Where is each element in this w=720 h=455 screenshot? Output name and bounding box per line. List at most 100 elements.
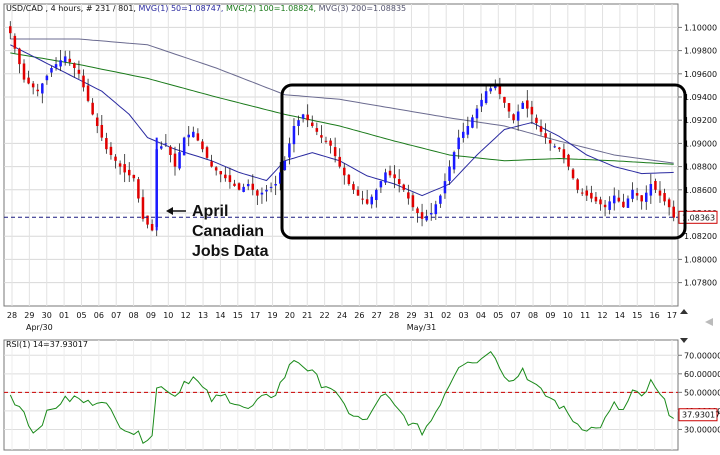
candle-body	[599, 199, 602, 205]
price-x-tick-label: 15	[233, 311, 243, 320]
candle	[594, 191, 598, 205]
candle	[141, 189, 145, 222]
candle-body	[306, 114, 309, 121]
candle-body	[256, 190, 259, 196]
candle	[278, 162, 282, 191]
candle-body	[429, 213, 433, 215]
price-pane	[3, 3, 679, 307]
candle-body	[86, 85, 90, 101]
candle-body	[9, 26, 12, 34]
candle	[301, 113, 305, 123]
candle-body	[567, 154, 570, 167]
candle	[489, 85, 492, 94]
candle	[246, 179, 250, 191]
candle	[173, 146, 177, 176]
price-x-tick-label: 14	[615, 311, 625, 320]
candle	[539, 119, 543, 136]
annotation-line-2: Canadian	[192, 223, 264, 240]
candle-body	[594, 196, 598, 202]
candle-body	[105, 138, 108, 150]
scroll-up-icon[interactable]	[680, 309, 688, 314]
candle-body	[301, 114, 305, 119]
candle	[503, 96, 506, 108]
candle-body	[635, 193, 639, 196]
candle	[100, 115, 104, 141]
candle-body	[384, 172, 387, 183]
price-x-tick-label: 24	[337, 311, 347, 320]
candle	[603, 199, 607, 217]
price-x-tick-label: 13	[198, 311, 208, 320]
candle-body	[118, 163, 122, 167]
candle-body	[489, 88, 492, 92]
rsi-series-line	[9, 350, 674, 444]
candle	[612, 187, 616, 211]
moving-averages	[10, 38, 674, 197]
candle-body	[379, 181, 383, 188]
price-y-tick-label: 1.09000	[684, 139, 717, 148]
price-x-tick-label: 05	[76, 311, 86, 320]
price-x-tick-label: 03	[458, 311, 468, 320]
ma200-line	[10, 38, 674, 164]
rsi-collapse-icon[interactable]	[680, 338, 688, 343]
candle	[306, 104, 309, 128]
candle-body	[109, 146, 113, 155]
candle	[22, 59, 26, 83]
candle	[45, 74, 49, 85]
candle	[297, 115, 300, 136]
price-x-tick-label: 28	[7, 311, 17, 320]
candle-body	[420, 212, 424, 219]
candle	[361, 190, 364, 205]
candle	[228, 167, 232, 189]
candle	[480, 93, 483, 113]
scroll-right-icon[interactable]	[705, 318, 713, 326]
candle	[580, 188, 584, 196]
price-x-tick-label: 08	[528, 311, 538, 320]
price-x-tick-label: 30	[42, 311, 52, 320]
candle-body	[311, 122, 314, 126]
candle-body	[544, 133, 547, 138]
price-candles	[4, 21, 678, 237]
candle	[347, 173, 351, 186]
rsi-current-box	[678, 408, 718, 422]
candle	[160, 141, 163, 150]
candle-body	[585, 190, 589, 196]
candle-body	[388, 170, 392, 176]
candle-body	[352, 184, 355, 190]
candle	[544, 123, 547, 144]
candle-body	[439, 195, 442, 204]
price-x-tick-label: 07	[111, 311, 121, 320]
candle-body	[210, 161, 213, 167]
price-x-tick-label: 09	[146, 311, 156, 320]
candle-body	[475, 108, 479, 119]
candle	[640, 195, 643, 210]
candle	[425, 209, 428, 222]
price-x-tick-label: 10	[163, 311, 173, 320]
candle	[429, 202, 433, 221]
candle-body	[73, 63, 76, 68]
candle-body	[333, 147, 337, 157]
candle-body	[205, 147, 209, 158]
candle	[420, 203, 424, 227]
candle-body	[622, 201, 625, 208]
candle-body	[114, 156, 117, 161]
candle	[576, 178, 579, 194]
candle-body	[397, 179, 401, 184]
candle	[370, 194, 373, 209]
candle	[50, 66, 53, 77]
chart-header: USD/CAD , 4 hours, # 231 / 801, MVG(1) 5…	[6, 4, 406, 13]
candle-body	[196, 133, 200, 141]
candle	[224, 166, 227, 182]
price-x-tick-label: 10	[563, 311, 573, 320]
candle-body	[260, 192, 264, 195]
candle-body	[169, 146, 172, 155]
candle-body	[448, 166, 451, 181]
candle	[521, 101, 524, 109]
candle	[274, 175, 277, 196]
candle-body	[375, 189, 378, 201]
candle-body	[242, 186, 245, 192]
candle-body	[324, 140, 328, 142]
candle	[461, 122, 465, 143]
candle	[288, 137, 291, 165]
